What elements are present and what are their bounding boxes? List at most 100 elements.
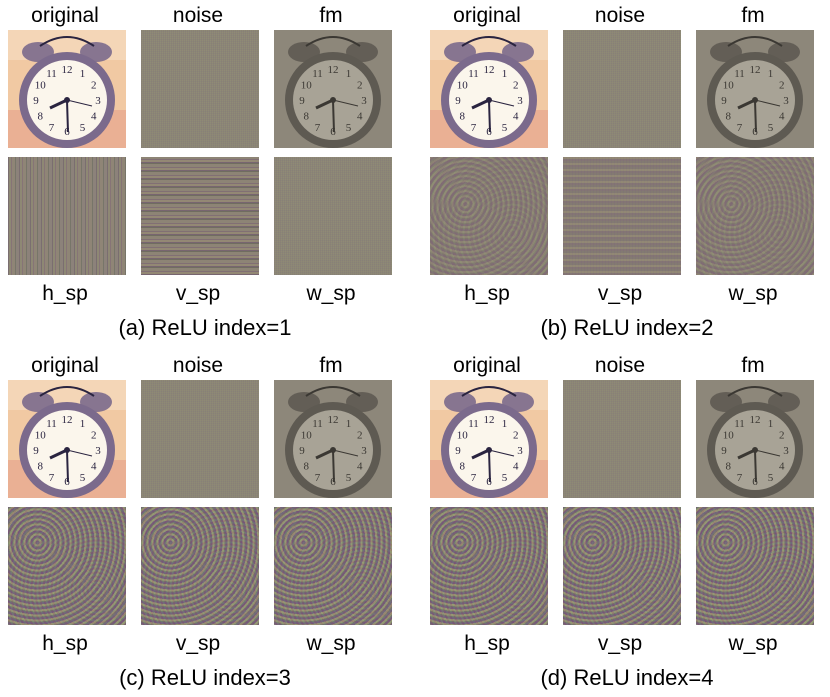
label-fm: fm — [741, 354, 765, 377]
clock-numeral: 3 — [517, 95, 523, 107]
w-sp-image — [696, 507, 814, 625]
label-noise: noise — [172, 354, 224, 377]
v-sp-image — [141, 157, 259, 275]
figure-panel-a: original noise fm 121234567891011 121234… — [5, 0, 405, 345]
label-h-sp: h_sp — [464, 282, 510, 305]
clock-numeral: 7 — [471, 122, 477, 134]
panel-caption: (b) ReLU index=2 — [540, 315, 714, 340]
clock-numeral: 5 — [346, 472, 352, 484]
clock-numeral: 12 — [750, 64, 761, 76]
clock-numeral: 3 — [517, 445, 523, 457]
clock-numeral: 8 — [725, 111, 731, 123]
noise-image — [563, 380, 681, 498]
feature-map-image: 121234567891011 — [696, 380, 814, 498]
label-noise: noise — [594, 354, 646, 377]
clock-numeral: 2 — [779, 430, 785, 442]
clock-numeral: 9 — [33, 95, 39, 107]
clock-numeral: 2 — [513, 430, 519, 442]
clock-numeral: 8 — [459, 111, 465, 123]
h-sp-image — [8, 507, 126, 625]
label-fm: fm — [319, 354, 343, 377]
clock-numeral: 1 — [502, 418, 508, 430]
clock-numeral: 8 — [37, 461, 43, 473]
clock-numeral: 3 — [361, 445, 367, 457]
clock-numeral: 5 — [80, 122, 86, 134]
clock-numeral: 10 — [457, 430, 469, 442]
label-v-sp: v_sp — [597, 632, 643, 655]
clock-numeral: 12 — [484, 414, 495, 426]
clock-numeral: 9 — [721, 95, 727, 107]
clock-numeral: 9 — [455, 95, 461, 107]
label-v-sp: v_sp — [175, 632, 221, 655]
label-w-sp: w_sp — [306, 282, 356, 305]
h-sp-image — [430, 157, 548, 275]
original-clock-image: 121234567891011 — [8, 380, 126, 498]
clock-numeral: 12 — [62, 414, 73, 426]
clock-numeral: 7 — [315, 472, 321, 484]
clock-numeral: 5 — [346, 122, 352, 134]
clock-numeral: 2 — [779, 80, 785, 92]
clock-numeral: 3 — [95, 445, 101, 457]
clock-numeral: 4 — [91, 111, 97, 123]
clock-numeral: 12 — [328, 64, 339, 76]
clock-numeral: 3 — [95, 95, 101, 107]
label-original: original — [453, 4, 521, 27]
clock-numeral: 7 — [737, 122, 743, 134]
clock-numeral: 5 — [80, 472, 86, 484]
clock-numeral: 12 — [484, 64, 495, 76]
v-sp-image — [563, 507, 681, 625]
clock-numeral: 11 — [312, 418, 323, 430]
clock-numeral: 9 — [455, 445, 461, 457]
v-sp-image — [563, 157, 681, 275]
label-w-sp: w_sp — [728, 282, 778, 305]
clock-numeral: 12 — [62, 64, 73, 76]
clock-numeral: 9 — [299, 95, 305, 107]
clock-numeral: 1 — [502, 68, 508, 80]
clock-numeral: 12 — [750, 414, 761, 426]
noise-image — [141, 30, 259, 148]
clock-numeral: 7 — [737, 472, 743, 484]
label-h-sp: h_sp — [464, 632, 510, 655]
noise-image — [563, 30, 681, 148]
clock-numeral: 4 — [91, 461, 97, 473]
clock-numeral: 1 — [768, 68, 774, 80]
clock-numeral: 3 — [783, 445, 789, 457]
clock-numeral: 1 — [346, 418, 352, 430]
clock-numeral: 11 — [734, 68, 745, 80]
clock-numeral: 10 — [723, 430, 735, 442]
clock-numeral: 8 — [37, 111, 43, 123]
clock-numeral: 9 — [721, 445, 727, 457]
panel-caption: (c) ReLU index=3 — [119, 665, 291, 690]
feature-map-image: 121234567891011 — [274, 380, 392, 498]
clock-numeral: 5 — [502, 472, 508, 484]
clock-numeral: 2 — [91, 430, 97, 442]
clock-numeral: 11 — [468, 418, 479, 430]
w-sp-image — [274, 157, 392, 275]
figure-panel-c: original noise fm 121234567891011 121234… — [5, 350, 405, 695]
clock-numeral: 8 — [725, 461, 731, 473]
label-v-sp: v_sp — [597, 282, 643, 305]
clock-numeral: 1 — [80, 418, 86, 430]
w-sp-image — [274, 507, 392, 625]
clock-numeral: 4 — [513, 461, 519, 473]
panel-caption: (d) ReLU index=4 — [540, 665, 714, 690]
clock-numeral: 11 — [312, 68, 323, 80]
clock-numeral: 5 — [768, 122, 774, 134]
clock-numeral: 3 — [361, 95, 367, 107]
clock-numeral: 8 — [303, 111, 309, 123]
clock-numeral: 10 — [35, 430, 47, 442]
clock-numeral: 10 — [457, 80, 469, 92]
clock-numeral: 2 — [357, 80, 363, 92]
original-clock-image: 121234567891011 — [430, 380, 548, 498]
clock-numeral: 4 — [357, 461, 363, 473]
clock-numeral: 7 — [49, 122, 55, 134]
clock-numeral: 3 — [783, 95, 789, 107]
clock-numeral: 5 — [502, 122, 508, 134]
label-original: original — [31, 4, 99, 27]
label-v-sp: v_sp — [175, 282, 221, 305]
label-original: original — [31, 354, 99, 377]
clock-numeral: 2 — [357, 430, 363, 442]
original-clock-image: 121234567891011 — [8, 30, 126, 148]
figure-panel-b: original noise fm 121234567891011 121234… — [427, 0, 827, 345]
clock-numeral: 2 — [91, 80, 97, 92]
